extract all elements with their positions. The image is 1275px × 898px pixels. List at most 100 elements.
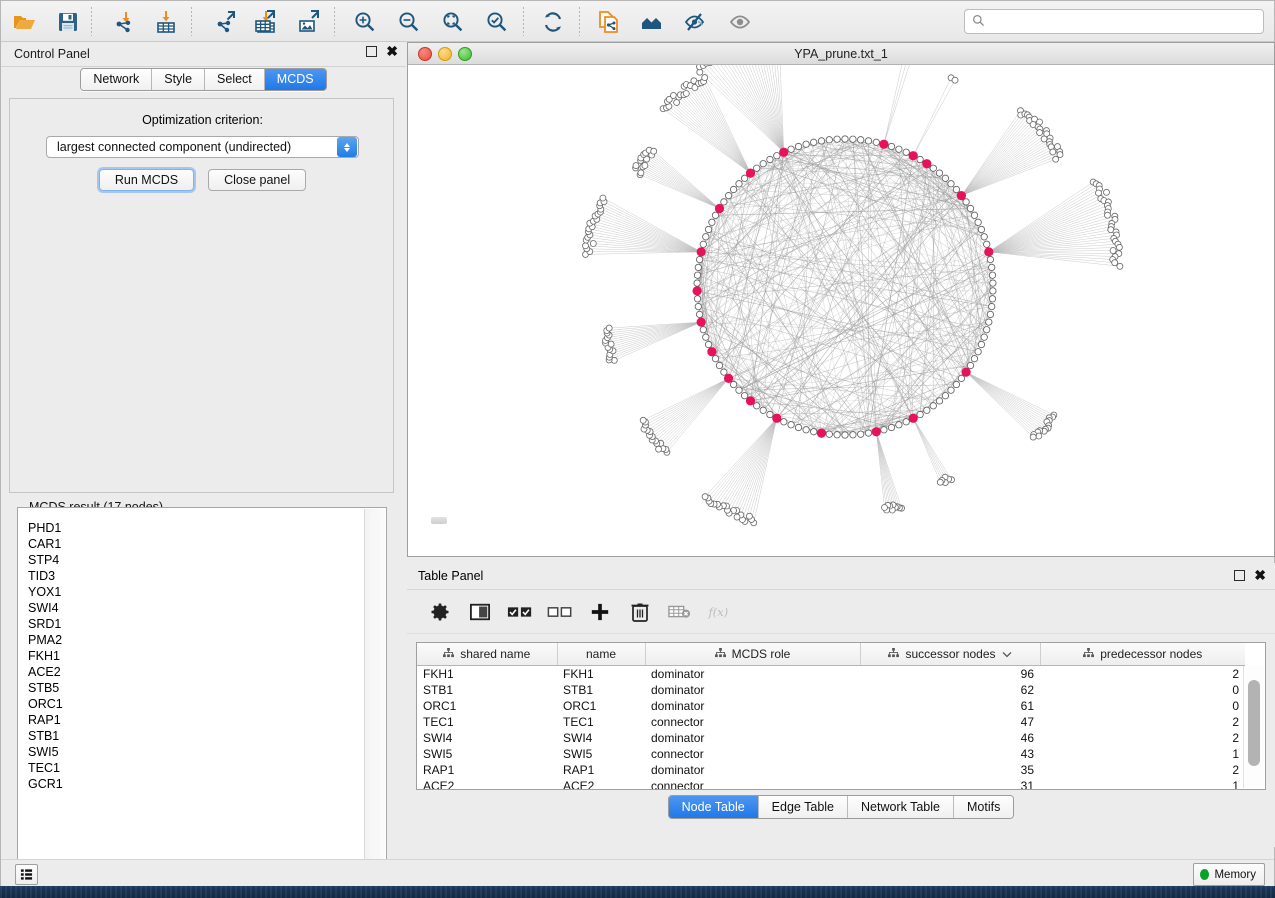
- network-node[interactable]: [695, 255, 704, 264]
- network-node[interactable]: [794, 142, 803, 151]
- tab-network[interactable]: Network: [81, 69, 153, 90]
- float-icon[interactable]: [1234, 570, 1246, 581]
- refresh-icon[interactable]: [538, 7, 568, 37]
- float-icon[interactable]: [366, 46, 378, 57]
- table-row[interactable]: SWI5 SWI5 connector 43 1: [417, 746, 1245, 762]
- network-node[interactable]: [605, 324, 613, 332]
- network-node[interactable]: [655, 445, 663, 453]
- show-all-icon[interactable]: [725, 7, 755, 37]
- network-node[interactable]: [841, 431, 849, 439]
- network-node[interactable]: [880, 426, 888, 434]
- open-folder-icon[interactable]: [9, 7, 39, 37]
- network-node[interactable]: [1104, 211, 1111, 219]
- import-table-grid-icon[interactable]: [151, 7, 181, 37]
- network-node[interactable]: [951, 76, 959, 84]
- network-node[interactable]: [857, 430, 865, 438]
- network-node[interactable]: [787, 145, 795, 153]
- network-node[interactable]: [693, 295, 702, 303]
- mcds-node[interactable]: [908, 151, 918, 161]
- zoom-out-icon[interactable]: [394, 7, 424, 37]
- deselect-all-columns-icon[interactable]: [547, 599, 573, 625]
- node-table[interactable]: shared name name: [416, 642, 1266, 790]
- network-node[interactable]: [1029, 433, 1037, 441]
- network-node[interactable]: [589, 240, 597, 247]
- delete-column-icon[interactable]: [627, 599, 653, 625]
- network-node[interactable]: [607, 340, 615, 348]
- mcds-result-item[interactable]: FKH1: [28, 649, 60, 663]
- table-row[interactable]: STB1 STB1 dominator 62 0: [417, 682, 1245, 698]
- network-node[interactable]: [895, 421, 903, 429]
- network-node[interactable]: [980, 233, 988, 241]
- network-node[interactable]: [724, 191, 733, 200]
- network-node[interactable]: [715, 361, 724, 370]
- network-node[interactable]: [632, 162, 640, 170]
- network-node[interactable]: [941, 174, 950, 182]
- mcds-result-scrollbar[interactable]: [364, 509, 385, 875]
- network-node[interactable]: [735, 180, 743, 188]
- network-node[interactable]: [902, 418, 910, 426]
- settings-gear-icon[interactable]: [427, 599, 453, 625]
- network-node[interactable]: [986, 255, 995, 264]
- mcds-node[interactable]: [714, 203, 725, 214]
- mcds-node[interactable]: [956, 190, 967, 201]
- column-header-shared-name[interactable]: shared name: [417, 643, 558, 666]
- network-node[interactable]: [881, 504, 888, 511]
- export-table-icon[interactable]: [250, 7, 280, 37]
- network-node[interactable]: [980, 333, 988, 341]
- mcds-node[interactable]: [707, 347, 717, 357]
- mcds-node[interactable]: [922, 159, 932, 169]
- mcds-result-item[interactable]: YOX1: [28, 585, 62, 599]
- network-node[interactable]: [986, 310, 995, 319]
- network-node[interactable]: [639, 416, 647, 424]
- network-node[interactable]: [974, 348, 982, 356]
- network-canvas[interactable]: [408, 65, 1274, 556]
- table-row[interactable]: RAP1 RAP1 dominator 35 2: [417, 762, 1245, 778]
- tab-node-table[interactable]: Node Table: [668, 796, 759, 818]
- network-node[interactable]: [703, 65, 710, 67]
- network-node[interactable]: [817, 137, 826, 145]
- network-node[interactable]: [707, 65, 713, 66]
- network-node[interactable]: [787, 421, 795, 429]
- zoom-fit-icon[interactable]: [438, 7, 468, 37]
- network-node[interactable]: [947, 180, 955, 188]
- network-node[interactable]: [970, 211, 979, 219]
- network-node[interactable]: [740, 174, 749, 182]
- column-header-mcds-role[interactable]: MCDS role: [645, 643, 861, 666]
- export-network-icon[interactable]: [212, 7, 242, 37]
- network-node[interactable]: [695, 310, 704, 319]
- split-view-icon[interactable]: [467, 599, 493, 625]
- network-node[interactable]: [720, 198, 728, 206]
- mcds-result-item[interactable]: RAP1: [28, 713, 61, 727]
- network-node[interactable]: [733, 513, 741, 521]
- network-node[interactable]: [729, 380, 738, 389]
- network-node[interactable]: [1056, 151, 1064, 159]
- network-node[interactable]: [773, 152, 781, 160]
- network-node[interactable]: [1095, 189, 1102, 197]
- network-node[interactable]: [947, 386, 955, 394]
- search-input[interactable]: [991, 13, 1256, 30]
- table-row[interactable]: FKH1 FKH1 dominator 96 2: [417, 666, 1245, 683]
- network-node[interactable]: [841, 135, 849, 143]
- tab-mcds[interactable]: MCDS: [264, 69, 326, 90]
- network-node[interactable]: [810, 428, 818, 436]
- mcds-result-item[interactable]: SWI5: [28, 745, 59, 759]
- mcds-result-item[interactable]: PMA2: [28, 633, 63, 647]
- network-node[interactable]: [702, 233, 710, 241]
- network-node[interactable]: [699, 240, 707, 248]
- network-node[interactable]: [702, 333, 710, 341]
- mcds-node[interactable]: [696, 247, 706, 257]
- network-node[interactable]: [780, 418, 788, 426]
- network-node[interactable]: [970, 355, 979, 363]
- mcds-result-item[interactable]: ACE2: [28, 665, 61, 679]
- network-node[interactable]: [1115, 243, 1123, 251]
- network-node[interactable]: [701, 493, 709, 501]
- network-node[interactable]: [962, 198, 970, 206]
- mcds-node[interactable]: [984, 247, 994, 257]
- network-node[interactable]: [802, 426, 810, 434]
- function-builder-icon[interactable]: f(x): [707, 599, 733, 625]
- network-node[interactable]: [872, 138, 880, 146]
- network-node[interactable]: [923, 406, 931, 414]
- network-node[interactable]: [935, 169, 944, 177]
- mcds-result-item[interactable]: SRD1: [28, 617, 62, 631]
- network-node[interactable]: [729, 185, 738, 194]
